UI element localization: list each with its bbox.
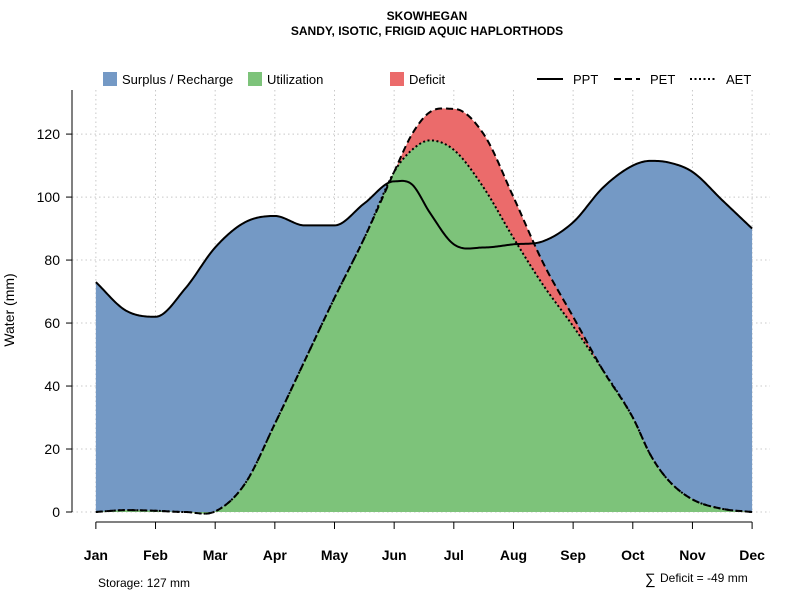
axes: 0 20 40 60 80 100 120 Jan Feb Mar Apr May Jun Jul Aug S…: [37, 90, 765, 563]
lines: [95, 107, 753, 515]
y-tick-label-4: 80: [44, 252, 60, 268]
y-tick-label-6: 120: [37, 126, 61, 142]
x-tick-label-apr: Apr: [263, 547, 288, 563]
x-tick-label-jun: Jun: [382, 547, 407, 563]
y-tick-label-3: 60: [44, 315, 60, 331]
legend-swatch-utilization: [248, 72, 262, 86]
legend-label-aet: AET: [726, 72, 751, 87]
x-tick-label-jul: Jul: [444, 547, 464, 563]
series-line-ppt: [95, 159, 753, 318]
x-tick-label-feb: Feb: [143, 547, 168, 563]
utilization-area: [95, 140, 753, 514]
y-tick-label-5: 100: [37, 189, 61, 205]
x-tick-label-aug: Aug: [500, 547, 527, 563]
x-tick-label-mar: Mar: [203, 547, 228, 563]
legend: Surplus / Recharge Utilization Deficit PPT P…: [103, 72, 751, 87]
legend-label-deficit: Deficit: [409, 72, 446, 87]
x-tick-label-nov: Nov: [679, 547, 706, 563]
areas: [95, 108, 753, 514]
chart-title: SKOWHEGAN: [387, 9, 468, 23]
series-line-aet: [95, 139, 753, 515]
legend-swatch-deficit: [390, 72, 404, 86]
storage-note: Storage: 127 mm: [98, 576, 190, 590]
deficit-symbol: ∑: [645, 571, 656, 588]
x-tick-label-jan: Jan: [84, 547, 108, 563]
y-tick-label-1: 20: [44, 441, 60, 457]
y-tick-label-0: 0: [52, 504, 60, 520]
x-tick-label-oct: Oct: [621, 547, 645, 563]
legend-label-utilization: Utilization: [267, 72, 323, 87]
legend-label-ppt: PPT: [573, 72, 598, 87]
legend-label-surplus-recharge: Surplus / Recharge: [122, 72, 233, 87]
x-tick-label-sep: Sep: [560, 547, 586, 563]
chart-subtitle: SANDY, ISOTIC, FRIGID AQUIC HAPLORTHODS: [291, 24, 563, 38]
x-tick-label-may: May: [321, 547, 348, 563]
x-tick-label-dec: Dec: [739, 547, 765, 563]
legend-label-pet: PET: [650, 72, 675, 87]
deficit-note: Deficit = -49 mm: [660, 571, 748, 585]
legend-swatch-surplus-recharge: [103, 72, 117, 86]
y-tick-label-2: 40: [44, 378, 60, 394]
y-axis-label: Water (mm): [1, 273, 17, 346]
